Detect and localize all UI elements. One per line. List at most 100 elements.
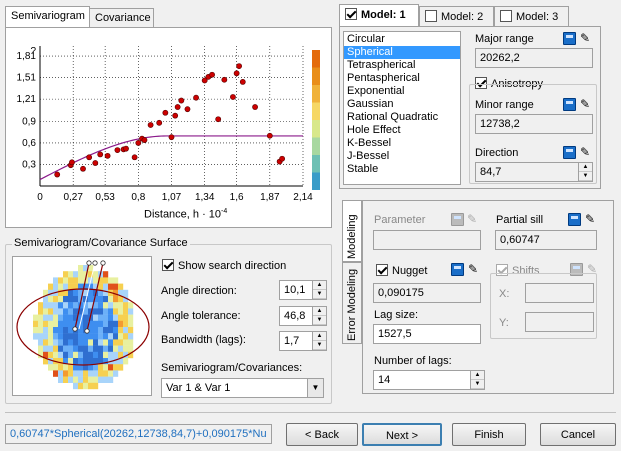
surface-cell (73, 314, 79, 321)
surface-cell (103, 333, 109, 340)
semivariogram-covariances-select[interactable]: Var 1 & Var 1 (161, 378, 324, 398)
surface-cell (123, 358, 129, 365)
calculator-icon[interactable] (568, 213, 581, 226)
tab-model-2[interactable]: Model: 2 (419, 6, 494, 26)
model-item-exponential[interactable]: Exponential (347, 85, 405, 97)
calculator-icon[interactable] (563, 146, 576, 159)
finish-button[interactable]: Finish (452, 423, 526, 446)
surface-cell (33, 314, 39, 321)
surface-cell (93, 271, 99, 278)
tab-model-3[interactable]: Model: 3 (494, 6, 569, 26)
data-point (141, 137, 148, 143)
model-item-stable[interactable]: Stable (347, 163, 379, 175)
pencil-icon[interactable]: ✎ (580, 31, 591, 45)
surface-cell (48, 296, 54, 303)
tab-error-modeling[interactable]: Error Modeling (342, 262, 362, 344)
pencil-icon[interactable]: ✎ (585, 212, 596, 226)
surface-cell (98, 283, 104, 290)
calculator-icon[interactable] (451, 263, 464, 276)
surface-cell (73, 277, 79, 284)
model-item-pentaspherical[interactable]: Pentaspherical (347, 72, 420, 84)
model-item-tetraspherical[interactable]: Tetraspherical (347, 59, 416, 71)
model-item-k-bessel[interactable]: K-Bessel (347, 137, 392, 149)
surface-cell (88, 370, 94, 377)
legend-color-swatch (312, 172, 320, 190)
chevron-down-icon[interactable]: ▼ (307, 379, 323, 397)
surface-cell (83, 358, 89, 365)
surface-cell (88, 358, 94, 365)
minor-range-field[interactable]: 12738,2 (475, 114, 593, 134)
surface-cell (103, 314, 109, 321)
calculator-icon[interactable] (563, 32, 576, 45)
model-type-list[interactable]: Circular Spherical Tetraspherical Pentasphe… (343, 31, 461, 185)
surface-cell (83, 265, 89, 272)
surface-cell (88, 327, 94, 334)
nugget-field[interactable]: 0,090175 (373, 283, 481, 303)
surface-cell (108, 364, 114, 371)
surface-cell (113, 296, 119, 303)
surface-cell (88, 283, 94, 290)
y-tick-label: 0,9 (22, 116, 36, 127)
legend-color-swatch (312, 120, 320, 138)
model-item-rational-quadratic[interactable]: Rational Quadratic (347, 111, 439, 123)
surface-cell (48, 339, 54, 346)
surface-cell (88, 351, 94, 359)
model-formula-field[interactable]: 0,60747*Spherical(20262,12738,84,7)+0,09… (5, 424, 272, 444)
surface-cell (83, 271, 89, 278)
surface-cell (48, 308, 54, 315)
surface-cell (93, 302, 99, 309)
legend-color-swatch (312, 155, 320, 173)
surface-cell (73, 370, 79, 377)
surface-cell (128, 345, 134, 352)
cancel-button[interactable]: Cancel (540, 423, 616, 446)
surface-cell (83, 351, 89, 359)
surface-cell (58, 320, 64, 328)
pencil-icon[interactable]: ✎ (468, 262, 479, 276)
pencil-icon[interactable]: ✎ (580, 97, 591, 111)
direction-field[interactable]: 84,7 (475, 162, 593, 182)
next-button[interactable]: Next > (362, 423, 442, 446)
surface-cell (83, 283, 89, 290)
partial-sill-field[interactable]: 0,60747 (495, 230, 597, 250)
y-tick-label: 1,21 (17, 94, 37, 105)
model-item-gaussian[interactable]: Gaussian (347, 98, 394, 110)
tab-model-1[interactable]: Model: 1 (339, 4, 419, 26)
surface-title: Semivariogram/Covariance Surface (12, 237, 190, 249)
surface-cell (103, 370, 109, 377)
lag-size-input[interactable]: 1527,5 (373, 324, 481, 344)
surface-cell (108, 351, 114, 359)
nugget-checkbox[interactable]: Nugget (376, 264, 427, 277)
shift-y-label: Y: (499, 317, 509, 329)
pencil-icon[interactable]: ✎ (580, 145, 591, 159)
model-item-spherical[interactable]: Spherical (344, 46, 460, 59)
number-of-lags-input[interactable]: 14 (373, 370, 485, 390)
semivariogram-surface[interactable] (12, 256, 152, 396)
show-search-direction-checkbox[interactable]: Show search direction (162, 259, 286, 272)
surface-cell (78, 345, 84, 352)
tab-semivariogram[interactable]: Semivariogram (5, 6, 90, 28)
surface-cell (53, 314, 59, 321)
tab-modeling[interactable]: Modeling (342, 200, 362, 262)
legend-color-swatch (312, 137, 320, 155)
model-item-j-bessel[interactable]: J-Bessel (347, 150, 390, 162)
model-item-circular[interactable]: Circular (347, 33, 385, 45)
angle-tolerance-label: Angle tolerance: (161, 310, 241, 322)
tab-covariance[interactable]: Covariance (89, 8, 154, 28)
major-range-field[interactable]: 20262,2 (475, 48, 593, 68)
surface-cell (68, 314, 74, 321)
calculator-icon[interactable] (563, 98, 576, 111)
x-axis-label: Distance, h · 10-4 (144, 208, 228, 221)
calculator-icon (451, 213, 464, 226)
back-button[interactable]: < Back (286, 423, 358, 446)
semivariogram-chart-panel: 0 0,27 0,53 0,8 1,07 1,34 1,6 1,87 2,14 0,3 0,6 0,9… (5, 27, 332, 228)
surface-cell (113, 302, 119, 309)
surface-cell (38, 314, 44, 321)
surface-cell (68, 320, 74, 328)
data-point (209, 71, 215, 78)
surface-cell (68, 277, 74, 284)
x-tick-label: 0 (37, 192, 43, 203)
surface-cell (38, 302, 44, 309)
surface-cell (98, 289, 104, 297)
model-item-hole-effect[interactable]: Hole Effect (347, 124, 401, 136)
surface-cell (113, 283, 119, 290)
